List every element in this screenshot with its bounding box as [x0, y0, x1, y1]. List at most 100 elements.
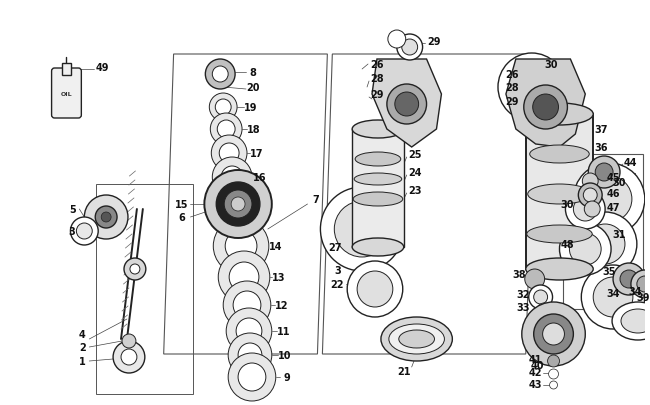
Circle shape — [209, 94, 237, 122]
Text: 27: 27 — [328, 243, 342, 252]
Text: 21: 21 — [397, 366, 411, 376]
Circle shape — [320, 188, 404, 271]
Circle shape — [569, 233, 601, 265]
Text: 7: 7 — [312, 194, 319, 205]
Polygon shape — [506, 60, 585, 148]
Circle shape — [224, 190, 252, 218]
Text: 1: 1 — [79, 356, 86, 366]
Circle shape — [130, 264, 140, 274]
Text: 34: 34 — [606, 288, 620, 298]
Text: 9: 9 — [283, 372, 290, 382]
Circle shape — [573, 213, 637, 276]
Text: 22: 22 — [331, 279, 344, 289]
Circle shape — [573, 164, 645, 235]
Text: 34: 34 — [628, 286, 642, 296]
Text: 36: 36 — [594, 143, 608, 153]
Text: 10: 10 — [278, 350, 291, 360]
Ellipse shape — [528, 185, 592, 205]
Circle shape — [498, 54, 566, 122]
Text: 14: 14 — [269, 241, 283, 252]
Circle shape — [211, 136, 247, 172]
Circle shape — [522, 302, 585, 366]
Circle shape — [581, 265, 645, 329]
Circle shape — [396, 35, 422, 61]
Text: 43: 43 — [529, 379, 543, 389]
Circle shape — [228, 333, 272, 377]
Circle shape — [549, 369, 558, 379]
Bar — [526, 115, 593, 269]
Circle shape — [620, 270, 638, 288]
Text: 28: 28 — [370, 74, 384, 84]
Circle shape — [213, 218, 269, 274]
FancyBboxPatch shape — [51, 69, 81, 119]
Circle shape — [216, 183, 260, 226]
Text: 17: 17 — [250, 149, 264, 159]
Ellipse shape — [355, 153, 401, 166]
Circle shape — [582, 174, 598, 190]
Circle shape — [211, 114, 242, 146]
Text: 11: 11 — [277, 326, 291, 336]
Ellipse shape — [352, 239, 404, 256]
Circle shape — [228, 353, 276, 401]
Circle shape — [533, 95, 558, 121]
Circle shape — [217, 121, 235, 139]
Text: 39: 39 — [636, 292, 649, 302]
Circle shape — [538, 303, 549, 315]
Circle shape — [585, 224, 625, 264]
Circle shape — [101, 213, 111, 222]
Ellipse shape — [526, 104, 593, 126]
Circle shape — [595, 164, 613, 181]
Circle shape — [593, 277, 633, 317]
Circle shape — [231, 198, 245, 211]
Circle shape — [547, 355, 560, 367]
Circle shape — [566, 190, 605, 230]
Circle shape — [357, 271, 393, 307]
Circle shape — [204, 171, 272, 239]
Text: 26: 26 — [505, 70, 519, 80]
Text: 6: 6 — [178, 213, 185, 222]
Circle shape — [218, 252, 270, 303]
Circle shape — [226, 308, 272, 354]
Text: 29: 29 — [370, 90, 383, 100]
Text: 41: 41 — [529, 354, 543, 364]
Text: 35: 35 — [603, 266, 616, 276]
Circle shape — [205, 60, 235, 90]
Bar — [352, 130, 404, 247]
Text: 29: 29 — [427, 37, 440, 47]
Circle shape — [613, 263, 645, 295]
Circle shape — [213, 67, 228, 83]
Ellipse shape — [621, 309, 650, 333]
Circle shape — [402, 40, 418, 56]
Ellipse shape — [526, 226, 592, 243]
Text: 24: 24 — [408, 168, 421, 177]
Circle shape — [236, 318, 262, 344]
Circle shape — [225, 230, 257, 262]
Ellipse shape — [526, 258, 593, 280]
Circle shape — [233, 291, 261, 319]
Text: 49: 49 — [96, 63, 109, 73]
Text: 25: 25 — [408, 149, 421, 160]
Text: 4: 4 — [79, 329, 86, 339]
Text: 38: 38 — [512, 269, 526, 279]
Text: OIL: OIL — [60, 91, 72, 96]
Text: 30: 30 — [612, 177, 626, 188]
Circle shape — [588, 157, 620, 189]
Circle shape — [334, 202, 390, 257]
Circle shape — [96, 207, 117, 228]
Text: 15: 15 — [175, 200, 188, 209]
Circle shape — [586, 177, 632, 222]
Text: 20: 20 — [246, 83, 260, 93]
Text: 16: 16 — [253, 173, 266, 183]
Circle shape — [70, 217, 98, 245]
Text: 30: 30 — [545, 60, 558, 70]
Circle shape — [549, 381, 558, 389]
Circle shape — [124, 258, 146, 280]
Circle shape — [223, 281, 271, 329]
Text: 31: 31 — [612, 230, 626, 239]
Text: 48: 48 — [560, 239, 574, 249]
Circle shape — [77, 224, 92, 239]
Circle shape — [215, 100, 231, 116]
Circle shape — [113, 341, 145, 373]
Ellipse shape — [381, 317, 452, 361]
Text: 40: 40 — [531, 360, 545, 370]
